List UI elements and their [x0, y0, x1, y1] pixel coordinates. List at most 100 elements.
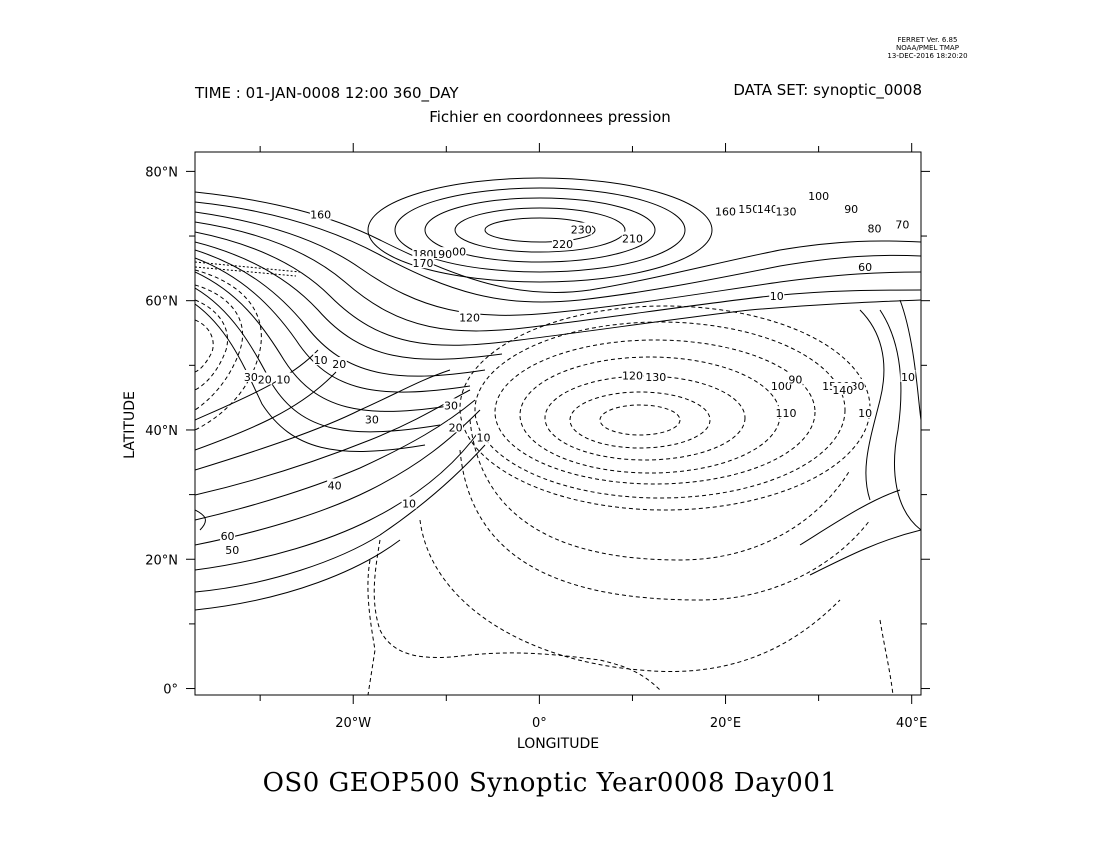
contour-label-bg: [220, 528, 236, 541]
contour-label: 30: [244, 371, 258, 384]
contour-label: 10: [901, 371, 915, 384]
y-tick-label: 20°N: [145, 553, 178, 568]
contour-label: 130: [776, 205, 797, 218]
contour-label: 40: [328, 480, 342, 493]
contour-label-bg: [448, 420, 464, 433]
contour-label-bg: [476, 430, 492, 443]
contour-label-bg: [843, 201, 859, 214]
y-tick-label: 0°: [163, 683, 178, 698]
contour-label-bg: [551, 236, 574, 249]
contour-label-bg: [275, 372, 291, 385]
contour-label-bg: [857, 406, 873, 419]
contour-label-bg: [257, 372, 273, 385]
tick-marks: [186, 143, 930, 704]
contour-label-bg: [714, 204, 737, 217]
contour-label-bg: [309, 207, 332, 220]
contour-label: 130: [645, 371, 666, 384]
contour-label: 20: [258, 374, 272, 387]
contour-label: 220: [552, 238, 573, 251]
contour-label: 20: [449, 421, 463, 434]
contour-label: 90: [788, 374, 802, 387]
contour-label: 10: [477, 432, 491, 445]
contour-label: 230: [571, 224, 592, 237]
y-tick-label: 80°N: [145, 165, 178, 180]
contour-label-bg: [894, 217, 910, 230]
contour-label-bg: [570, 222, 593, 235]
x-tick-label: 20°W: [335, 716, 371, 731]
stamp-line-org: NOAA/PMEL TMAP: [896, 44, 959, 52]
contour-label-bg: [313, 353, 329, 366]
contour-label: 100: [808, 190, 829, 203]
time-label: TIME : 01-JAN-0008 12:00 360_DAY: [195, 84, 459, 102]
contour-label: 10: [858, 407, 872, 420]
contour-label: 190: [431, 248, 452, 261]
contour-label: 120: [622, 370, 643, 383]
contour-label: 100: [771, 380, 792, 393]
contour-label-bg: [224, 543, 240, 556]
x-tick-label: 20°E: [710, 716, 741, 731]
plot-subtitle: Fichier en coordonnees pression: [429, 108, 671, 126]
contour-label-bg: [444, 244, 467, 257]
contour-label: 140: [757, 203, 778, 216]
x-tick-label: 40°E: [896, 716, 927, 731]
contour-label: 120: [459, 311, 480, 324]
contour-label-bg: [775, 204, 797, 217]
contour-label: 60: [221, 530, 235, 543]
contour-label-bg: [738, 201, 760, 214]
contour-label: 10: [314, 354, 328, 367]
contour-label: 10: [402, 498, 416, 511]
x-axis-label: LONGITUDE: [517, 736, 599, 752]
contour-label-bg: [756, 201, 779, 214]
stamp-line-date: 13-DEC-2016 18:20:20: [887, 52, 968, 60]
contour-label-bg: [644, 369, 667, 382]
y-tick-labels: 0° 20°N 40°N 60°N 80°N: [145, 165, 178, 697]
contour-label: 110: [776, 407, 797, 420]
contour-label-bg: [769, 289, 785, 302]
contour-label: 210: [622, 233, 643, 246]
contour-lines: [195, 177, 921, 695]
contour-label: 90: [844, 203, 858, 216]
contour-label-bg: [807, 188, 830, 201]
y-tick-label: 40°N: [145, 424, 178, 439]
contour-label-bg: [412, 256, 434, 269]
contour-label-bg: [401, 496, 417, 509]
contour-label-bg: [621, 368, 644, 381]
contour-label-bg: [243, 369, 259, 382]
contour-label-bg: [866, 221, 882, 234]
contour-label: 160: [715, 205, 736, 218]
contour-label: 60: [858, 261, 872, 274]
y-tick-label: 60°N: [145, 295, 178, 310]
contour-label-bg: [857, 260, 873, 273]
y-axis-label: LATITUDE: [122, 391, 138, 459]
ferret-version-stamp: FERRET Ver. 6.85 NOAA/PMEL TMAP 13-DEC-2…: [880, 36, 975, 60]
contour-label-bg: [327, 478, 343, 491]
contour-label: 10: [276, 374, 290, 387]
contour-label: 80: [867, 222, 881, 235]
x-tick-labels: 20°W 0° 20°E 40°E: [335, 716, 927, 731]
contour-label-bg: [412, 247, 434, 260]
contour-label-bg: [770, 379, 793, 392]
contour-label: 160: [310, 209, 331, 222]
contour-label-bg: [364, 412, 380, 425]
contour-label: 140: [832, 384, 853, 397]
stamp-line-version: FERRET Ver. 6.85: [897, 36, 958, 44]
contour-label-bg: [430, 247, 453, 260]
plot-frame: [194, 151, 922, 696]
contour-label-bg: [621, 231, 644, 244]
contour-label-bg: [900, 369, 916, 382]
x-tick-label: 0°: [532, 716, 547, 731]
dataset-label: DATA SET: synoptic_0008: [733, 81, 922, 99]
contour-label: 30: [365, 414, 379, 427]
footer-title: OS0 GEOP500 Synoptic Year0008 Day001: [262, 768, 838, 798]
contour-label: 30: [444, 399, 458, 412]
contour-label: 150: [738, 203, 759, 216]
contour-label: 50: [225, 544, 239, 557]
contour-label: 70: [895, 218, 909, 231]
contour-label-bg: [787, 372, 803, 385]
contour-label-bg: [331, 357, 347, 370]
contour-label-bg: [443, 398, 459, 411]
contour-label: 10: [770, 290, 784, 303]
contour-label: 20: [332, 358, 346, 371]
